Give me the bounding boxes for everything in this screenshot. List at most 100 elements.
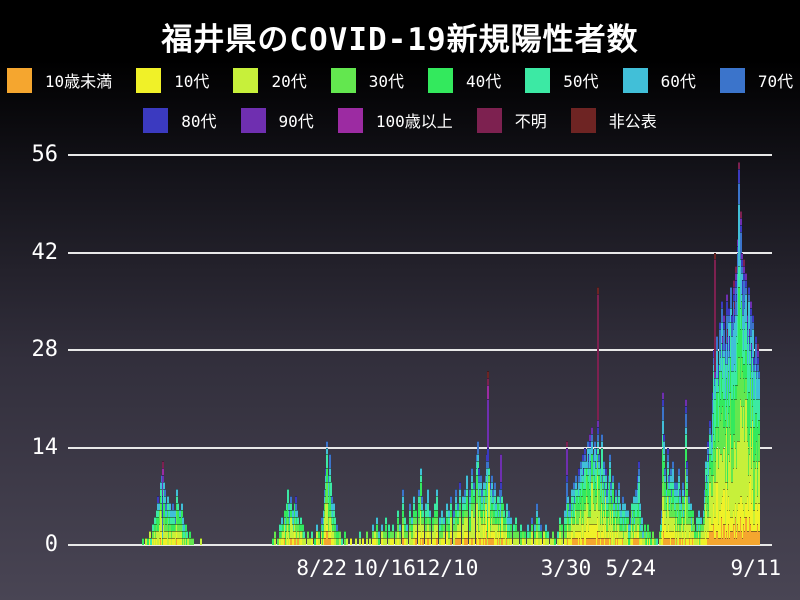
bar-segment [635,517,637,532]
bar-segment [326,454,328,469]
bar-segment [664,482,666,497]
legend-label: 60代 [660,72,696,91]
bar-segment [464,531,466,539]
bar-segment [668,489,670,497]
bar-segment [487,398,489,448]
bar-segment [606,496,608,504]
bar-segment [731,531,733,545]
bar-segment [536,524,538,532]
bar-segment [745,377,747,399]
bar-segment [610,489,612,497]
bar-segment [425,524,427,532]
bar-segment [750,301,752,309]
bar-segment [628,524,630,532]
bar-segment [606,538,608,545]
bar-segment [167,496,169,504]
bar-segment [450,517,452,532]
legend-item: 10代 [136,67,209,93]
bar-segment [735,273,737,281]
bar-segment [688,503,690,511]
x-tick-label: 12/10 [415,556,479,580]
bar-segment [336,524,338,532]
bar-segment [481,524,483,539]
bar-segment [163,482,165,490]
bar-segment [359,531,361,539]
bar-segment [404,524,406,532]
bar-segment [466,475,468,490]
bar-segment [679,489,681,497]
bar-segment [679,496,681,504]
bar-segment [723,524,725,545]
bar-segment [757,356,759,364]
bar-segment [686,489,688,497]
bar-segment [609,468,611,483]
bar-segment [471,468,473,476]
bar-segment [601,440,603,448]
bar-segment [189,531,191,539]
bar-segment [434,538,436,545]
legend-swatch [428,67,453,93]
bar-segment [418,517,420,525]
bar-segment [672,489,674,504]
bar-segment [758,377,760,399]
bar-segment [418,524,420,532]
bar-segment [457,531,459,539]
bar-segment [501,496,503,504]
bar-segment [753,363,755,371]
bar-segment [679,503,681,511]
bar-segment [157,531,159,545]
bar-segment [165,531,167,539]
bar-segment [413,503,415,511]
bar-segment [274,538,276,545]
bar-segment [464,510,466,518]
bar-segment [598,538,600,545]
bar-segment [462,517,464,525]
bar-segment [723,322,725,330]
bar-segment [520,524,522,532]
bar-segment [578,475,580,483]
bar-segment [738,161,740,169]
bar-segment [503,538,505,545]
bar-segment [362,538,364,545]
bar-segment [701,524,703,532]
bar-segment [488,475,490,483]
bar-segment [432,524,434,532]
bar-segment [745,517,747,545]
bar-segment [758,398,760,420]
bar-segment [686,482,688,490]
bar-segment [355,538,357,545]
bar-segment [172,531,174,539]
bar-segment [750,308,752,316]
bar-segment [469,531,471,539]
bar-segment [664,524,666,539]
bar-segment [418,531,420,545]
bar-segment [464,538,466,545]
bar-segment [721,322,723,344]
legend-row-1: 10歳未満 10代 20代 30代 40代 50代 60代 70代 [0,66,800,94]
bar-segment [613,517,615,525]
bar-segment [330,482,332,497]
bar-segment [369,538,371,545]
bar-segment [716,391,718,427]
bar-segment [190,538,192,545]
bar-segment [594,447,596,462]
bar-segment [584,461,586,469]
bar-segment [448,538,450,545]
bar-segment [337,538,339,545]
bar-segment [422,517,424,525]
bar-segment [656,538,658,545]
bar-segment [538,517,540,525]
bar-segment [738,503,740,532]
bar-segment [597,447,599,455]
bar-segment [628,531,630,539]
bar-segment [545,538,547,545]
bar-segment [179,531,181,539]
bar-segment [723,426,725,448]
bar-segment [415,531,417,539]
bar-segment [714,259,716,371]
bar-segment [597,419,599,427]
bar-segment [536,517,538,525]
bar-segment [297,538,299,545]
bar-segment [745,350,747,378]
bar-segment [606,503,608,511]
